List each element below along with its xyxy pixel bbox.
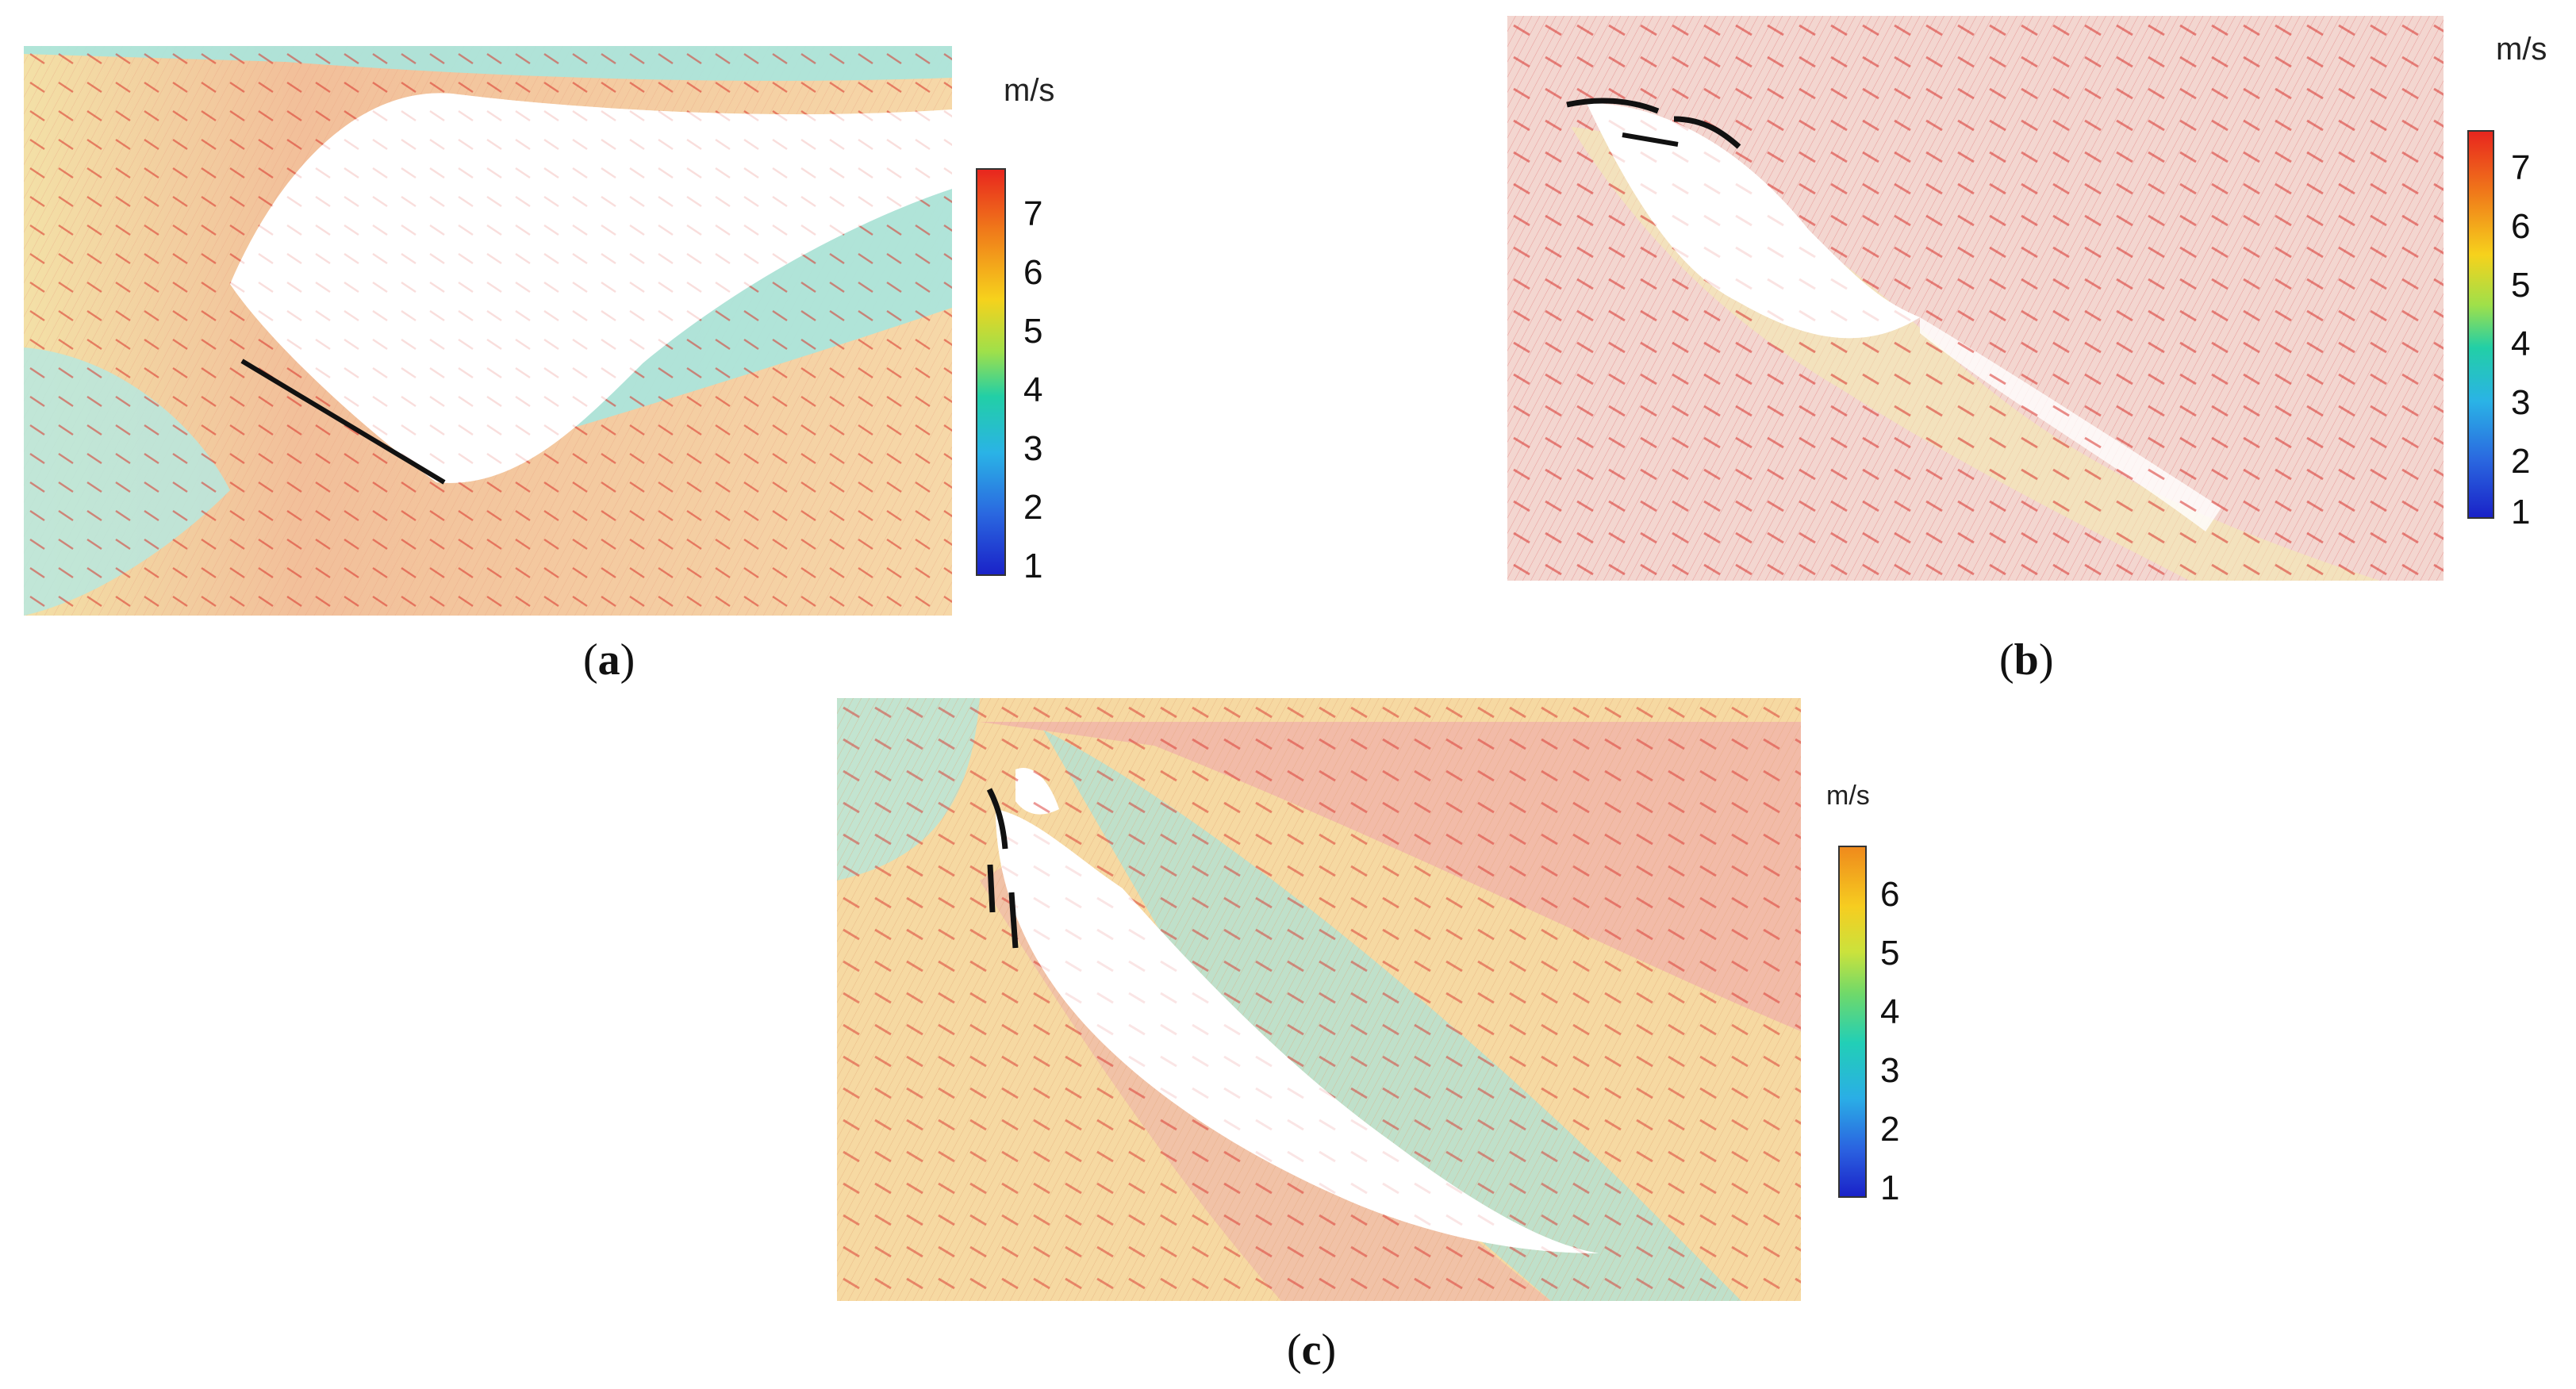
colorbar-b-unit: m/s: [2496, 32, 2547, 67]
colorbar-c-tick-4: 4: [1880, 992, 1900, 1031]
colorbar-b-tick-1: 1: [2511, 493, 2531, 531]
plate-c-bottom: [1008, 892, 1019, 949]
colorbar-b-tick-7: 7: [2511, 148, 2531, 187]
caption-a: (a): [583, 635, 635, 685]
colorbar-b-tick-3: 3: [2511, 383, 2531, 422]
panel-b-flow-svg: [1507, 16, 2444, 581]
panel-c-flow-svg: [837, 698, 1801, 1301]
colorbar-a-tick-5: 5: [1023, 312, 1043, 351]
caption-c: (c): [1287, 1326, 1337, 1375]
colorbar-a-tick-7: 7: [1023, 194, 1043, 233]
panel-a-flow-svg: [24, 46, 952, 616]
colorbar-c-tick-3: 3: [1880, 1051, 1900, 1090]
panel-b-flow-field: [1507, 16, 2444, 581]
colorbar-b: [2467, 130, 2494, 519]
colorbar-a-tick-1: 1: [1023, 547, 1043, 585]
colorbar-a-tick-3: 3: [1023, 429, 1043, 468]
colorbar-b-tick-2: 2: [2511, 442, 2531, 481]
plate-b-front: [1566, 98, 1660, 114]
plate-b-rear: [1673, 116, 1741, 149]
panel-a-flow-field: [24, 46, 952, 616]
colorbar-c-tick-5: 5: [1880, 934, 1900, 973]
colorbar-b-tick-6: 6: [2511, 207, 2531, 246]
colorbar-b-tick-4: 4: [2511, 324, 2531, 363]
colorbar-c-unit: m/s: [1826, 781, 1870, 811]
colorbar-a: [976, 168, 1006, 576]
colorbar-a-tick-2: 2: [1023, 488, 1043, 527]
colorbar-c-tick-6: 6: [1880, 875, 1900, 914]
plate-b-slot: [1622, 132, 1679, 147]
colorbar-a-tick-6: 6: [1023, 253, 1043, 292]
plate-c-top: [986, 788, 1008, 850]
colorbar-c-tick-2: 2: [1880, 1110, 1900, 1149]
colorbar-b-tick-5: 5: [2511, 266, 2531, 305]
caption-b: (b): [1999, 635, 2054, 685]
colorbar-c: [1838, 846, 1867, 1198]
colorbar-a-unit: m/s: [1004, 73, 1055, 108]
plate-c-middle: [987, 864, 996, 913]
panel-c-flow-field: [837, 698, 1801, 1301]
colorbar-c-tick-1: 1: [1880, 1168, 1900, 1207]
plate-a: [240, 359, 446, 485]
colorbar-a-tick-4: 4: [1023, 370, 1043, 409]
